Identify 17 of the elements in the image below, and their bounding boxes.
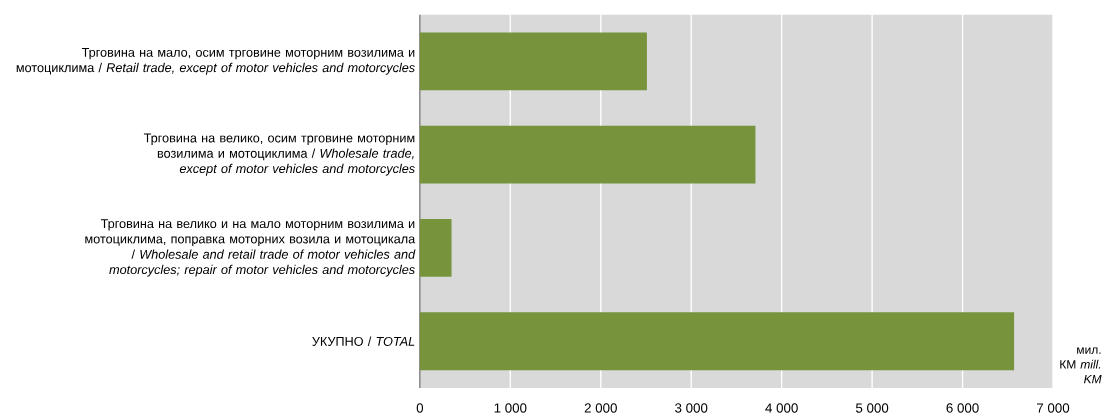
x-tick-label: 1 000 bbox=[494, 403, 527, 413]
bar bbox=[419, 312, 1015, 371]
x-tick-label: 6 000 bbox=[946, 403, 979, 413]
x-tick-label: 5 000 bbox=[855, 403, 889, 413]
bar bbox=[419, 219, 452, 278]
y-tick-label: Трговина на мало, осим трговине моторним возилима и мотоциклима / Retail trade, except of motor vehicles and motorcycles bbox=[16, 48, 415, 75]
x-tick-label: 4 000 bbox=[765, 403, 798, 413]
x-tick-label: 7 000 bbox=[1037, 403, 1070, 413]
x-tick-label: 2 000 bbox=[584, 403, 617, 413]
x-tick-label: 0 bbox=[416, 403, 424, 413]
bar bbox=[419, 125, 756, 184]
y-tick-label: Трговина на велико и на мало моторним возилима и мотоциклима, поправка моторних возила и мотоцикала / Wholesale and retail trade of motor vehicles and motorcycles; repair of motor vehicles and motorcycles bbox=[85, 219, 416, 277]
x-axis-title: мил. КМ mill. KM bbox=[1060, 347, 1102, 384]
bar bbox=[419, 32, 647, 91]
y-tick-label: УКУПНО / TOTAL bbox=[312, 336, 415, 347]
y-tick-label: Трговина на велико, осим трговине моторним возилима и мотоциклима / Wholesale trade, except of motor vehicles and motorcycles bbox=[143, 133, 415, 176]
x-tick-label: 3 000 bbox=[675, 403, 708, 413]
